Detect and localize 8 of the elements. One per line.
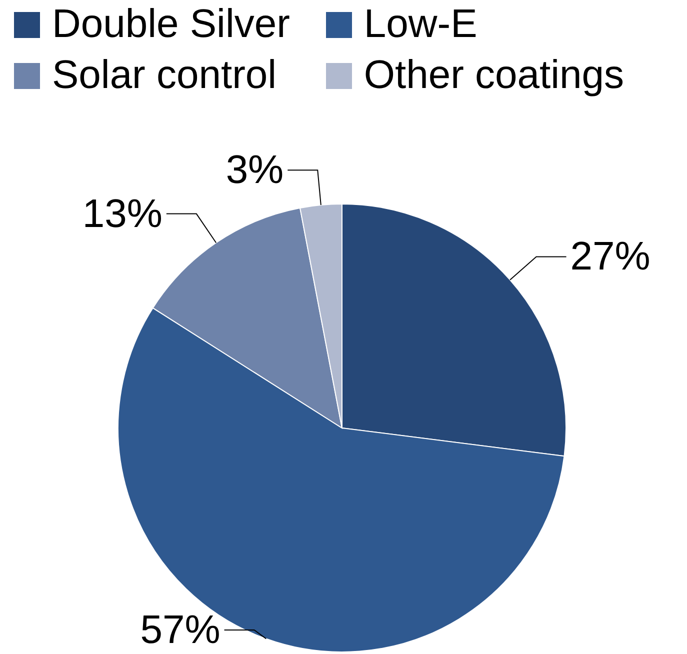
- data-label: 27%: [570, 234, 650, 279]
- legend-label: Low-E: [364, 2, 478, 47]
- legend-label: Double Silver: [52, 2, 290, 47]
- legend-label: Other coatings: [364, 53, 624, 98]
- data-label: 3%: [226, 148, 284, 192]
- data-label: 13%: [82, 192, 162, 236]
- data-label: 57%: [140, 608, 220, 652]
- legend-label: Solar control: [52, 53, 277, 98]
